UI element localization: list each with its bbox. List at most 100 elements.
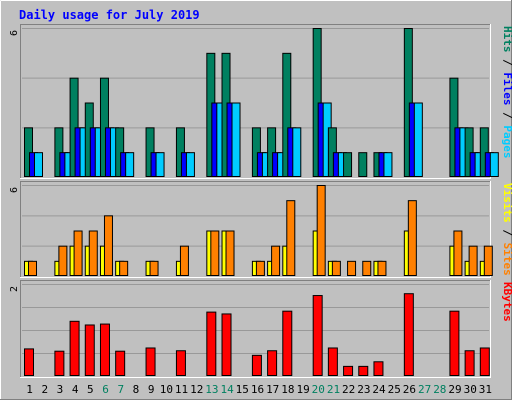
x-tick-label-day-7: 7 xyxy=(117,383,124,396)
bar-kbytes-day-31 xyxy=(479,347,490,377)
bar-kbytes-day-18 xyxy=(282,310,293,376)
y-max-label: 6 xyxy=(9,30,20,36)
bar-kbytes-day-24 xyxy=(373,361,384,376)
bar-hits-day-22 xyxy=(343,152,353,178)
x-tick-label-day-16: 16 xyxy=(251,383,264,396)
bar-kbytes-day-21 xyxy=(327,347,338,377)
x-tick-label-day-18: 18 xyxy=(281,383,294,396)
panel-kbytes: 2 KBytes xyxy=(9,280,512,378)
bar-hits-day-16 xyxy=(251,127,261,178)
bar-sites-day-11 xyxy=(179,245,189,277)
x-tick-label-day-13: 13 xyxy=(205,383,218,396)
bar-pages-day-7 xyxy=(125,152,135,178)
bar-pages-day-1 xyxy=(34,152,43,178)
x-tick-label-day-8: 8 xyxy=(133,383,140,396)
bar-sites-day-22 xyxy=(347,260,357,277)
bar-kbytes-day-11 xyxy=(175,350,186,376)
bar-hits-day-4 xyxy=(69,77,79,177)
bar-hits-day-21 xyxy=(327,127,337,178)
bar-hits-day-9 xyxy=(145,127,155,178)
legend-visits-sites: Visits / Sites xyxy=(501,183,512,276)
bar-sites-day-4 xyxy=(73,230,83,276)
x-tick-label-day-31: 31 xyxy=(479,383,492,396)
bar-kbytes-day-13 xyxy=(206,311,217,377)
bar-pages-day-9 xyxy=(155,152,165,178)
legend-hits-files-pages: Hits / Files / Pages xyxy=(501,26,512,159)
bar-kbytes-day-26 xyxy=(403,293,414,377)
bar-sites-day-31 xyxy=(483,245,493,277)
bar-sites-day-26 xyxy=(407,200,417,277)
bar-sites-day-21 xyxy=(331,260,341,277)
bar-sites-day-30 xyxy=(468,245,478,277)
bar-kbytes-day-9 xyxy=(145,347,156,377)
x-tick-label-day-30: 30 xyxy=(464,383,477,396)
x-tick-label-day-3: 3 xyxy=(57,383,64,396)
bar-kbytes-day-20 xyxy=(312,295,323,377)
bar-kbytes-day-1 xyxy=(24,348,34,376)
bar-kbytes-day-29 xyxy=(449,310,460,376)
x-tick-label-day-11: 11 xyxy=(175,383,188,396)
x-tick-label-day-29: 29 xyxy=(448,383,461,396)
y-max-label: 2 xyxy=(9,286,20,292)
x-tick-label-day-28: 28 xyxy=(433,383,446,396)
x-tick-label-day-27: 27 xyxy=(418,383,431,396)
x-tick-label-day-12: 12 xyxy=(190,383,203,396)
bar-sites-day-16 xyxy=(255,260,265,277)
x-tick-label-day-23: 23 xyxy=(357,383,370,396)
bar-kbytes-day-3 xyxy=(54,350,65,377)
bar-hits-day-7 xyxy=(115,127,125,178)
bar-kbytes-day-7 xyxy=(115,350,126,377)
bar-hits-day-17 xyxy=(267,127,277,178)
bar-hits-day-11 xyxy=(175,127,185,178)
chart-title: Daily usage for July 2019 xyxy=(19,8,200,22)
bar-sites-day-20 xyxy=(316,185,326,276)
bar-hits-day-1 xyxy=(24,127,33,178)
bar-kbytes-day-5 xyxy=(84,324,95,377)
x-tick-label-day-17: 17 xyxy=(266,383,279,396)
bar-sites-day-23 xyxy=(362,260,372,277)
bar-sites-day-7 xyxy=(119,260,129,277)
bar-hits-day-3 xyxy=(54,127,64,178)
bar-kbytes-day-30 xyxy=(464,350,475,376)
bar-pages-day-14 xyxy=(231,102,241,177)
panel-visits-sites: 6 Visits / Sites xyxy=(9,181,512,278)
bar-sites-day-24 xyxy=(377,260,387,277)
bar-sites-day-13 xyxy=(210,230,220,276)
bar-pages-day-24 xyxy=(383,152,393,178)
x-tick-label-day-2: 2 xyxy=(41,383,48,396)
x-tick-label-day-26: 26 xyxy=(403,383,416,396)
bar-hits-day-23 xyxy=(358,152,368,178)
bar-pages-day-11 xyxy=(185,152,195,178)
y-max-label: 6 xyxy=(9,187,20,193)
x-tick-label-day-1: 1 xyxy=(26,383,33,396)
bar-pages-day-31 xyxy=(489,152,499,178)
bar-sites-day-1 xyxy=(28,260,37,277)
bar-sites-day-14 xyxy=(225,230,235,276)
bar-hits-day-29 xyxy=(449,77,459,177)
bar-sites-day-3 xyxy=(58,245,68,277)
bar-kbytes-day-6 xyxy=(99,323,110,376)
bar-kbytes-day-16 xyxy=(251,354,262,376)
x-tick-label-day-10: 10 xyxy=(160,383,173,396)
x-tick-label-day-20: 20 xyxy=(312,383,325,396)
x-tick-label-day-25: 25 xyxy=(388,383,401,396)
x-tick-label-day-6: 6 xyxy=(102,383,109,396)
bar-sites-day-6 xyxy=(103,215,113,276)
x-tick-label-day-4: 4 xyxy=(72,383,79,396)
bar-pages-day-26 xyxy=(413,102,423,177)
bar-kbytes-day-22 xyxy=(343,365,354,377)
x-tick-label-day-14: 14 xyxy=(220,383,234,396)
bar-kbytes-day-17 xyxy=(267,350,278,376)
bar-kbytes-day-4 xyxy=(69,320,80,376)
bar-kbytes-day-14 xyxy=(221,313,232,377)
bar-sites-day-29 xyxy=(453,230,463,276)
x-tick-label-day-21: 21 xyxy=(327,383,340,396)
bar-hits-day-30 xyxy=(464,127,474,178)
panel-hits-files-pages: 6 Hits / Files / Pages xyxy=(9,24,512,179)
x-tick-label-day-5: 5 xyxy=(87,383,94,396)
bar-sites-day-5 xyxy=(88,230,98,276)
x-tick-label-day-9: 9 xyxy=(148,383,155,396)
bar-hits-day-31 xyxy=(479,127,489,178)
x-tick-label-day-22: 22 xyxy=(342,383,355,396)
